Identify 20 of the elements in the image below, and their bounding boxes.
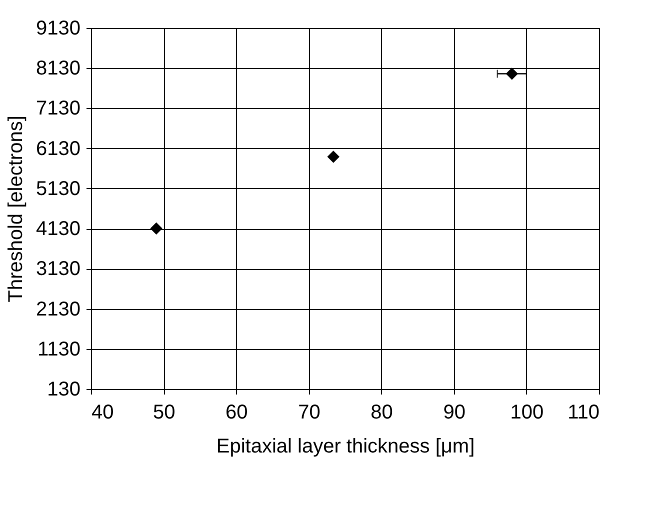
y-tick-label: 2130 <box>36 298 80 320</box>
x-tick-label: 90 <box>443 402 466 424</box>
x-tick-label: 40 <box>92 402 114 424</box>
x-tick-label: 50 <box>152 402 176 424</box>
y-tick-label: 7130 <box>36 98 80 120</box>
y-tick-label: 8130 <box>36 58 80 80</box>
y-tick-label: 1130 <box>37 338 80 360</box>
y-tick-label: 3130 <box>36 258 80 280</box>
y-tick-label: 6130 <box>36 138 80 160</box>
x-tick-label: 110 <box>568 402 600 424</box>
y-tick-label: 130 <box>47 378 80 400</box>
y-tick-label: 5130 <box>36 178 80 200</box>
x-tick-label: 80 <box>370 402 393 424</box>
x-tick-label: 100 <box>510 402 544 424</box>
x-tick-label: 60 <box>226 402 248 424</box>
y-tick-label: 9130 <box>36 18 80 40</box>
y-tick-label: 4130 <box>36 218 80 240</box>
x-axis-title: Epitaxial layer thickness [μm] <box>216 436 475 458</box>
x-tick-label: 70 <box>298 402 320 424</box>
y-axis-title: Threshold [electrons] <box>5 116 28 302</box>
